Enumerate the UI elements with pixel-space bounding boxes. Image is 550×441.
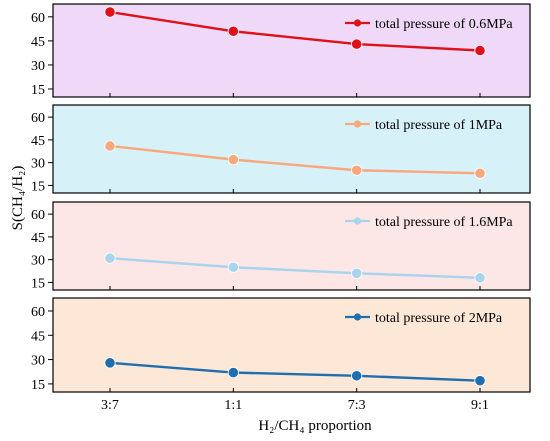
y-tick-label: 45 (31, 231, 45, 246)
y-tick-label: 15 (31, 83, 45, 98)
legend-marker (353, 19, 362, 27)
panel-1: 15 30 45 60 total pressure of 0.6MPa (31, 3, 531, 98)
panel-background (52, 3, 531, 98)
data-point (104, 252, 116, 264)
y-tick-label: 60 (31, 11, 45, 26)
series-line (109, 10, 481, 52)
y-tick-label: 30 (31, 254, 45, 269)
x-tick-label: 7:3 (348, 398, 366, 413)
data-point (351, 370, 363, 382)
legend-marker (353, 217, 362, 225)
data-point (227, 366, 239, 379)
data-point (104, 6, 116, 18)
y-tick-label: 60 (31, 208, 45, 223)
data-point (474, 44, 486, 57)
data-point (474, 167, 486, 179)
legend-label: total pressure of 1.6MPa (375, 215, 513, 230)
y-tick-label: 15 (31, 276, 45, 291)
x-tick-label: 1:1 (224, 398, 242, 413)
data-point (227, 261, 239, 273)
series-line (109, 361, 481, 382)
y-tick-label: 60 (31, 305, 45, 320)
y-tick-label: 45 (31, 134, 45, 149)
series-line (109, 256, 481, 280)
data-point (351, 267, 363, 279)
data-point (474, 375, 486, 387)
legend-label: total pressure of 1MPa (375, 118, 503, 133)
data-point (104, 357, 116, 369)
series-line (109, 144, 481, 175)
y-axis-title: S(CH₄/H₂) (10, 166, 26, 231)
x-tick-label: 3:7 (101, 398, 119, 413)
panel-4: 15 30 45 60 total pressure of 2MPa (31, 297, 531, 393)
x-tick-label: 9:1 (471, 398, 489, 413)
panel-background (52, 201, 531, 291)
y-tick-label: 60 (31, 111, 45, 126)
legend-label: total pressure of 2MPa (375, 311, 503, 326)
legend-label: total pressure of 0.6MPa (375, 17, 513, 32)
data-point (351, 38, 363, 50)
y-tick-label: 30 (31, 157, 45, 172)
y-tick-label: 15 (31, 378, 45, 393)
data-point (227, 154, 239, 166)
data-point (351, 164, 363, 176)
legend-marker (353, 313, 362, 321)
panel-2: 15 30 45 60 total pressure of 1MPa (31, 104, 531, 194)
data-point (474, 272, 486, 284)
y-tick-label: 15 (31, 179, 45, 194)
x-axis-title: H₂/CH₄ proportion (258, 418, 372, 434)
data-point (104, 140, 116, 152)
y-tick-label: 30 (31, 59, 45, 74)
panels: 15 30 45 60 total pressure of 0.6MPa 15 30 45 60… (31, 3, 531, 393)
panel-background (52, 297, 531, 393)
data-point (227, 25, 239, 37)
x-axis: 3:7 1:1 7:3 9:1 (101, 398, 489, 413)
y-tick-label: 45 (31, 329, 45, 344)
y-tick-label: 30 (31, 354, 45, 369)
y-tick-label: 45 (31, 35, 45, 50)
panel-3: 15 30 45 60 total pressure of 1.6MPa (31, 201, 531, 291)
legend-marker (353, 120, 362, 128)
